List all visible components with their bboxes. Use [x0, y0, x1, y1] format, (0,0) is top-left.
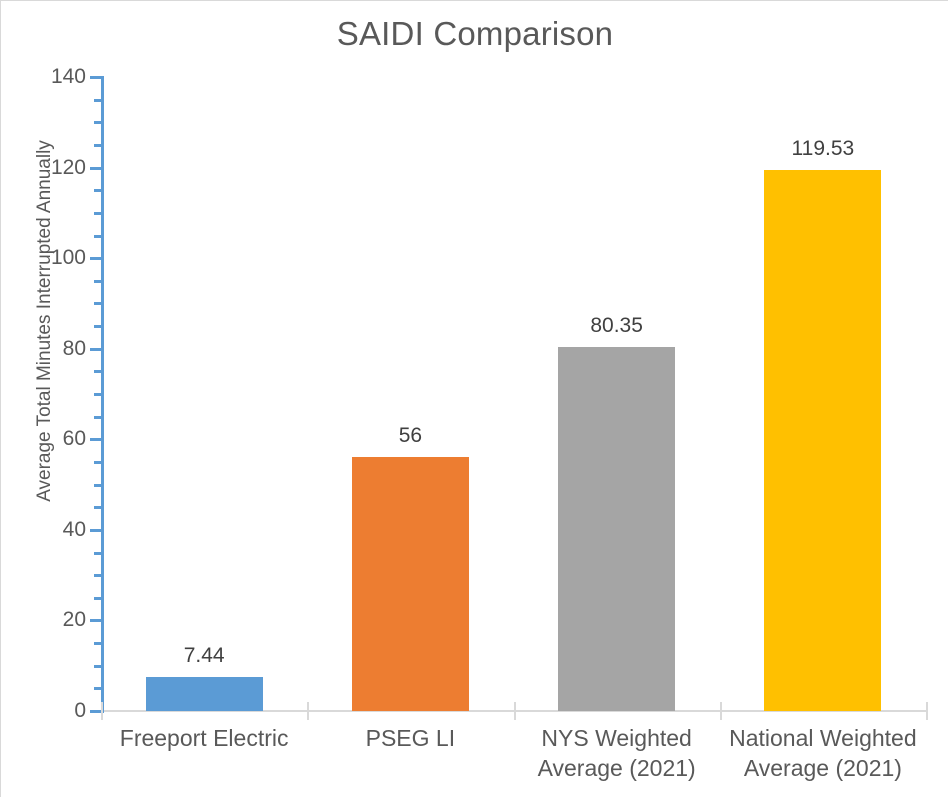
- y-axis-tick-label: 100: [50, 246, 86, 270]
- y-axis-minor-tick: [94, 551, 104, 555]
- y-axis-minor-tick: [94, 596, 104, 600]
- y-axis-minor-tick: [94, 234, 104, 238]
- y-axis-tick-label: 40: [62, 517, 86, 541]
- y-axis-tick-label: 60: [62, 427, 86, 451]
- x-axis-category-label: PSEG LI: [307, 723, 513, 753]
- x-axis-category-label-line: NYS Weighted: [541, 725, 692, 751]
- bar-0[interactable]: [145, 677, 263, 711]
- x-axis-category-label: Freeport Electric: [101, 723, 307, 753]
- y-axis-tick-label: 20: [62, 608, 86, 632]
- y-axis-minor-tick: [94, 279, 104, 283]
- x-axis-tick: [719, 702, 722, 720]
- y-axis-minor-tick: [94, 98, 104, 102]
- y-axis-major-tick: [90, 528, 104, 532]
- y-axis-major-tick: [90, 76, 104, 79]
- y-axis-tick-label: 80: [62, 336, 86, 360]
- bar-1[interactable]: [351, 457, 469, 711]
- x-axis-tick: [513, 702, 516, 720]
- y-axis-minor-tick: [94, 506, 104, 510]
- bar-value-label: 80.35: [590, 314, 643, 338]
- y-axis-minor-tick: [94, 121, 104, 125]
- x-axis-category-label: National Weighted Average (2021): [720, 723, 926, 783]
- y-axis-minor-tick: [94, 325, 104, 329]
- y-axis-major-tick: [90, 347, 104, 351]
- y-axis-major-tick: [90, 438, 104, 442]
- y-axis-tick-label: 0: [74, 699, 86, 722]
- y-axis-minor-tick: [94, 664, 104, 668]
- x-axis-category-label-line: Average (2021): [743, 755, 902, 781]
- bar-2[interactable]: [558, 347, 676, 711]
- y-axis-major-tick: [90, 166, 104, 170]
- bar-3[interactable]: [764, 169, 882, 711]
- y-axis-minor-tick: [94, 687, 104, 691]
- chart-title: SAIDI Comparison: [336, 15, 614, 52]
- y-axis-minor-tick: [94, 393, 104, 396]
- x-axis-category-label-line: PSEG LI: [365, 725, 456, 751]
- plot-area: 7.44 56 80.35 119.53: [90, 76, 926, 713]
- y-axis-minor-tick: [94, 143, 104, 147]
- x-axis-category-label-line: Freeport Electric: [119, 725, 289, 751]
- y-axis-minor-tick: [94, 574, 104, 578]
- y-axis-minor-tick: [94, 415, 104, 419]
- x-axis-category-label-line: Average (2021): [537, 755, 696, 781]
- bar-value-label: 56: [398, 424, 423, 448]
- y-axis-minor-tick: [94, 189, 104, 193]
- x-axis-category-label-line: National Weighted: [729, 725, 917, 751]
- x-axis-tick: [307, 702, 310, 720]
- y-axis-minor-tick: [94, 483, 104, 487]
- bar-value-label: 7.44: [183, 644, 225, 668]
- y-axis-minor-tick: [94, 302, 104, 306]
- y-axis-tick-label: 120: [50, 155, 86, 179]
- y-axis-tick-label: 140: [50, 65, 86, 88]
- y-axis-title: Average Total Minutes Interrupted Annual…: [34, 140, 55, 502]
- y-axis-minor-tick: [94, 211, 104, 215]
- y-axis-major-tick: [90, 710, 104, 713]
- y-axis-minor-tick: [94, 460, 104, 464]
- y-axis-major-tick: [90, 619, 104, 623]
- y-axis-minor-tick: [94, 370, 104, 374]
- x-axis-tick: [926, 702, 928, 720]
- y-axis-major-tick: [90, 257, 104, 261]
- bar-value-label: 119.53: [791, 136, 855, 160]
- x-axis-tick: [101, 702, 103, 720]
- x-axis-category-label: NYS Weighted Average (2021): [514, 723, 720, 783]
- y-axis-minor-tick: [94, 642, 104, 646]
